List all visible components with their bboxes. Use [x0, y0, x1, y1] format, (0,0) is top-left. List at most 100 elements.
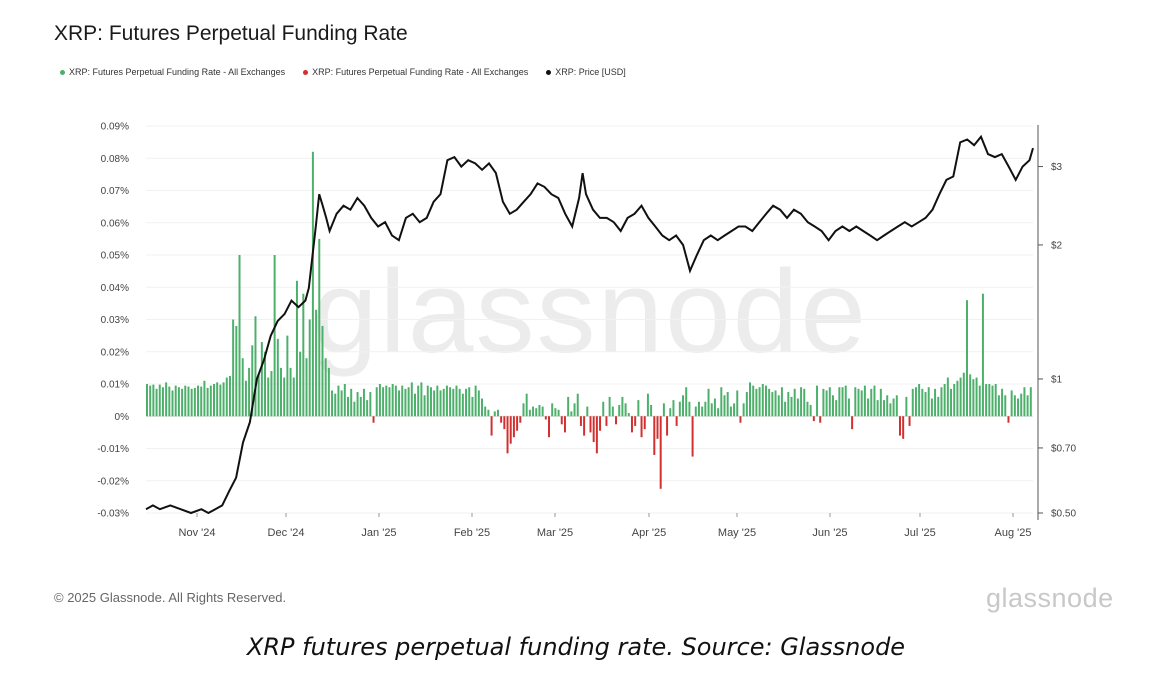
funding-bar-positive: [283, 377, 286, 417]
funding-bar-negative: [563, 416, 566, 433]
funding-bar-positive: [713, 398, 716, 417]
funding-bar-positive: [541, 406, 544, 417]
funding-bar-positive: [924, 392, 927, 417]
funding-bar-positive: [474, 385, 477, 417]
funding-bar-positive: [493, 411, 496, 417]
funding-bar-negative: [592, 416, 595, 443]
funding-bar-positive: [618, 404, 621, 417]
copyright-text: © 2025 Glassnode. All Rights Reserved.: [54, 590, 287, 605]
legend-item-funding-negative[interactable]: XRP: Futures Perpetual Funding Rate - Al…: [303, 67, 528, 77]
funding-bar-positive: [235, 325, 238, 417]
funding-bar-positive: [350, 388, 353, 417]
funding-bar-positive: [401, 385, 404, 417]
funding-bar-positive: [975, 377, 978, 417]
funding-bar-negative: [656, 416, 659, 439]
funding-bar-positive: [723, 395, 726, 417]
funding-bar-positive: [241, 358, 244, 417]
left-tick-label: 0.07%: [101, 186, 129, 197]
funding-bar-positive: [219, 384, 222, 417]
funding-bar-positive: [244, 380, 247, 417]
funding-bar-negative: [898, 416, 901, 436]
left-tick-label: -0.01%: [97, 444, 129, 455]
funding-bar-negative: [640, 416, 643, 438]
funding-bar-positive: [981, 293, 984, 417]
funding-bar-negative: [560, 416, 563, 425]
funding-bar-negative: [630, 416, 633, 433]
chart-legend: XRP: Futures Perpetual Funding Rate - Al…: [60, 67, 626, 77]
funding-bar-negative: [579, 416, 582, 426]
funding-bar-positive: [251, 345, 254, 417]
funding-bar-positive: [1029, 387, 1032, 417]
funding-bar-positive: [362, 388, 365, 417]
funding-bar-positive: [327, 367, 330, 417]
funding-bar-positive: [966, 300, 968, 417]
funding-bar-positive: [771, 392, 774, 417]
left-tick-label: 0.01%: [101, 380, 129, 391]
funding-bar-positive: [299, 351, 302, 417]
x-tick-label: Aug '25: [995, 527, 1032, 539]
funding-bar-positive: [567, 396, 570, 417]
funding-bar-positive: [985, 384, 988, 417]
funding-bar-negative: [1007, 416, 1010, 423]
funding-bar-positive: [784, 401, 787, 417]
funding-bar-negative: [589, 416, 592, 433]
funding-bar-negative: [666, 416, 669, 436]
funding-bar-positive: [331, 390, 334, 417]
funding-bar-negative: [516, 416, 519, 431]
funding-bar-negative: [659, 416, 662, 489]
funding-bar-negative: [544, 416, 547, 420]
funding-bar-positive: [570, 411, 573, 417]
legend-item-funding-positive[interactable]: XRP: Futures Perpetual Funding Rate - Al…: [60, 67, 285, 77]
x-tick-label: Nov '24: [179, 527, 216, 539]
funding-bar-positive: [729, 406, 732, 417]
funding-bar-positive: [911, 388, 914, 417]
x-tick-label: Feb '25: [454, 527, 490, 539]
funding-bar-positive: [997, 395, 1000, 417]
funding-bar-positive: [532, 406, 535, 417]
funding-bar-negative: [675, 416, 678, 426]
funding-bar-positive: [468, 387, 471, 417]
funding-bar-positive: [662, 403, 665, 417]
funding-bar-positive: [359, 396, 362, 417]
funding-bar-negative: [643, 416, 646, 430]
left-tick-label: 0.08%: [101, 154, 129, 165]
funding-bar-positive: [426, 385, 429, 417]
funding-bar-positive: [465, 388, 468, 417]
funding-bar-positive: [873, 385, 876, 417]
funding-bar-positive: [806, 401, 809, 417]
funding-bar-positive: [586, 406, 589, 417]
funding-bar-positive: [1026, 395, 1029, 417]
funding-bar-positive: [551, 403, 554, 417]
funding-bar-positive: [286, 335, 289, 417]
funding-bar-negative: [615, 416, 618, 425]
funding-bar-positive: [232, 319, 235, 417]
funding-bar-positive: [988, 384, 991, 417]
funding-bar-positive: [414, 393, 416, 417]
funding-bar-positive: [423, 395, 426, 417]
legend-item-price[interactable]: XRP: Price [USD]: [546, 67, 626, 77]
funding-bar-positive: [308, 319, 311, 417]
funding-bar-positive: [324, 358, 327, 417]
legend-swatch-green: [60, 69, 65, 75]
funding-bar-positive: [780, 387, 783, 417]
funding-bar-positive: [905, 396, 908, 417]
funding-bar-positive: [420, 382, 423, 417]
funding-bar-positive: [165, 382, 168, 417]
left-tick-label: 0.06%: [101, 218, 129, 229]
funding-bar-positive: [918, 384, 921, 417]
funding-bar-positive: [347, 396, 349, 417]
funding-bar-positive: [921, 388, 924, 417]
funding-bar-positive: [477, 390, 480, 417]
funding-bar-positive: [280, 367, 282, 417]
x-tick-label: Jan '25: [361, 527, 396, 539]
funding-bar-positive: [522, 403, 525, 417]
funding-bar-positive: [177, 387, 180, 417]
left-tick-label: 0.04%: [101, 283, 129, 294]
funding-bar-positive: [994, 384, 997, 417]
funding-bar-positive: [481, 398, 483, 417]
funding-bar-negative: [519, 416, 522, 423]
funding-bar-positive: [254, 316, 257, 417]
funding-bar-positive: [340, 390, 343, 417]
funding-bar-positive: [959, 377, 962, 417]
legend-swatch-black: [546, 69, 552, 75]
